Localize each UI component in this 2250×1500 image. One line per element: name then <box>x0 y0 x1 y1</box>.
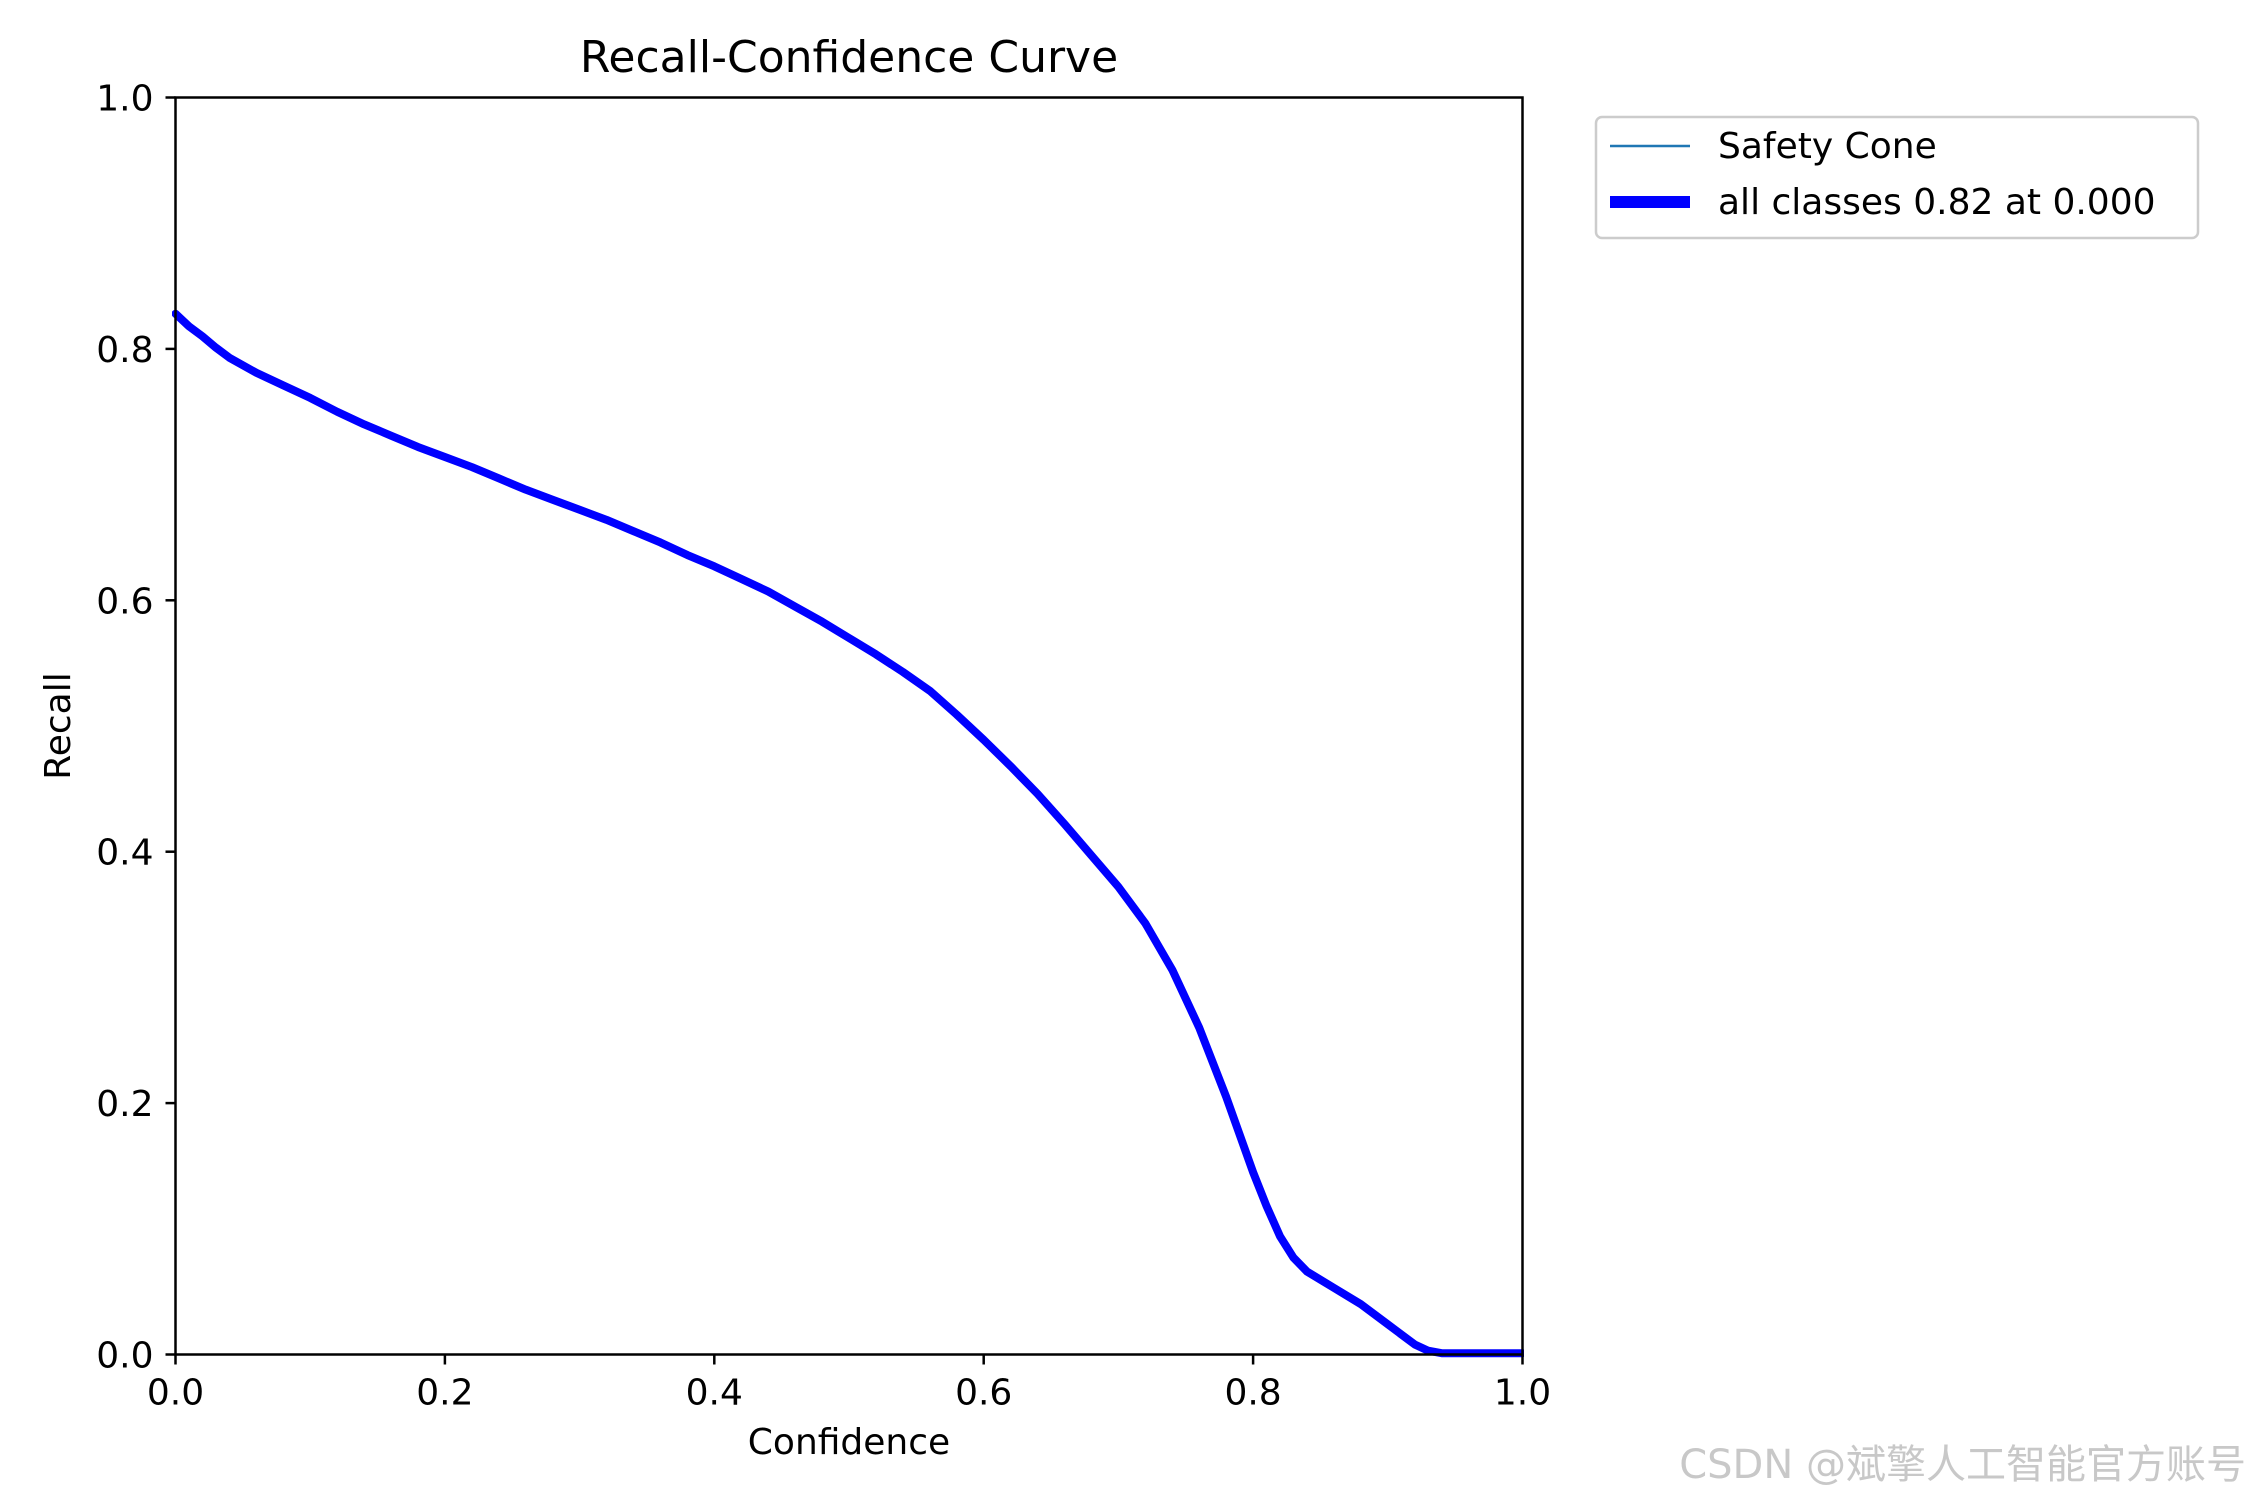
y-tick-label: 0.0 <box>96 1336 153 1377</box>
x-tick-label: 0.6 <box>955 1373 1012 1414</box>
legend-label-safety-cone: Safety Cone <box>1718 126 1937 167</box>
x-axis-ticks: 0.0 0.2 0.4 0.6 0.8 1.0 <box>147 1354 1551 1414</box>
y-tick-label: 0.6 <box>96 581 153 622</box>
y-tick-label: 0.4 <box>96 833 153 874</box>
y-axis-label: Recall <box>38 672 79 779</box>
x-tick-label: 0.4 <box>686 1373 743 1414</box>
x-axis-label: Confidence <box>748 1422 950 1463</box>
x-tick-label: 0.2 <box>416 1373 473 1414</box>
series-line-1 <box>172 309 1524 1358</box>
y-tick-label: 0.2 <box>96 1084 153 1125</box>
legend: Safety Cone all classes 0.82 at 0.000 <box>1594 115 2200 240</box>
legend-box <box>1594 115 2200 240</box>
y-tick-label: 1.0 <box>96 79 153 120</box>
watermark-text: CSDN @斌擎人工智能官方账号 <box>1679 1442 2246 1488</box>
legend-label-all-classes: all classes 0.82 at 0.000 <box>1718 182 2156 223</box>
x-tick-label: 1.0 <box>1494 1373 1551 1414</box>
series-layer <box>172 309 1524 1358</box>
y-tick-label: 0.8 <box>96 330 153 371</box>
x-tick-label: 0.0 <box>147 1373 204 1414</box>
y-axis-ticks: 0.0 0.2 0.4 0.6 0.8 1.0 <box>96 79 176 1377</box>
plot-frame <box>174 96 1524 1356</box>
chart-title: Recall-Confidence Curve <box>580 32 1118 83</box>
x-tick-label: 0.8 <box>1224 1373 1281 1414</box>
